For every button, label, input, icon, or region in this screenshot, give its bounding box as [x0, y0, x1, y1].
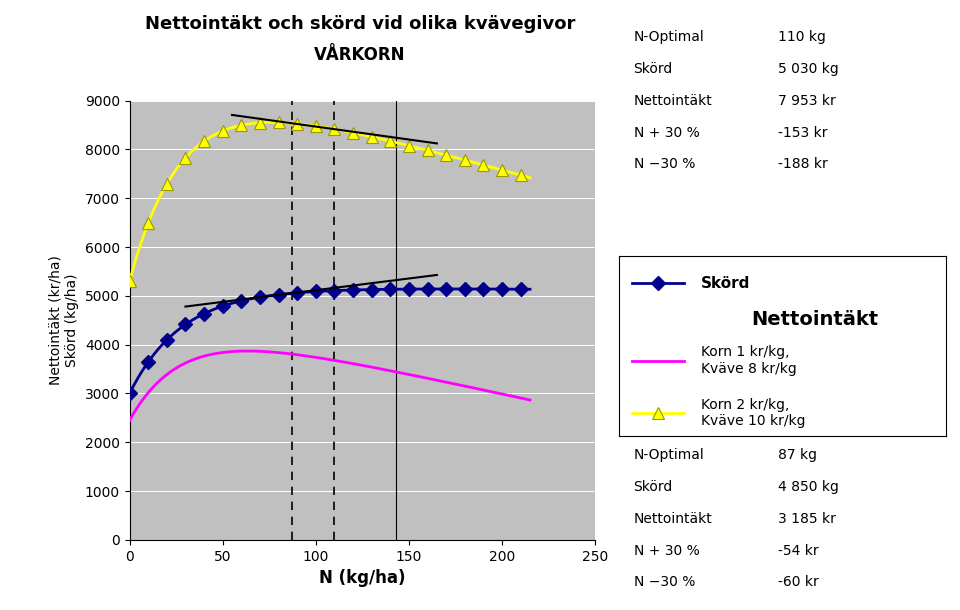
Text: N-Optimal: N-Optimal [634, 30, 705, 45]
Text: Skörd: Skörd [634, 480, 673, 494]
Text: -60 kr: -60 kr [778, 575, 818, 589]
Text: -54 kr: -54 kr [778, 544, 818, 558]
Text: Nettointäkt och skörd vid olika kvävegivor: Nettointäkt och skörd vid olika kvävegiv… [145, 15, 575, 34]
Text: Nettointäkt: Nettointäkt [752, 310, 878, 329]
Text: N + 30 %: N + 30 % [634, 544, 699, 558]
Text: N-Optimal: N-Optimal [634, 448, 705, 462]
Text: -153 kr: -153 kr [778, 126, 828, 140]
Y-axis label: Nettointäkt (kr/ha)
Skörd (kg/ha): Nettointäkt (kr/ha) Skörd (kg/ha) [49, 256, 79, 385]
Text: 110 kg: 110 kg [778, 30, 826, 45]
Text: 4 850 kg: 4 850 kg [778, 480, 838, 494]
Text: Nettointäkt: Nettointäkt [634, 512, 712, 526]
Text: N −30 %: N −30 % [634, 157, 695, 171]
Text: -188 kr: -188 kr [778, 157, 828, 171]
Text: 7 953 kr: 7 953 kr [778, 94, 835, 108]
Text: Korn 1 kr/kg,
Kväve 8 kr/kg: Korn 1 kr/kg, Kväve 8 kr/kg [701, 345, 797, 376]
Text: VÅRKORN: VÅRKORN [314, 46, 406, 64]
Text: N + 30 %: N + 30 % [634, 126, 699, 140]
Text: Korn 2 kr/kg,
Kväve 10 kr/kg: Korn 2 kr/kg, Kväve 10 kr/kg [701, 398, 805, 428]
Text: N −30 %: N −30 % [634, 575, 695, 589]
Text: Skörd: Skörd [634, 62, 673, 76]
Text: 3 185 kr: 3 185 kr [778, 512, 835, 526]
Text: 5 030 kg: 5 030 kg [778, 62, 838, 76]
X-axis label: N (kg/ha): N (kg/ha) [319, 569, 406, 587]
Text: Skörd: Skörd [701, 276, 750, 291]
Text: Nettointäkt: Nettointäkt [634, 94, 712, 108]
Text: 87 kg: 87 kg [778, 448, 817, 462]
